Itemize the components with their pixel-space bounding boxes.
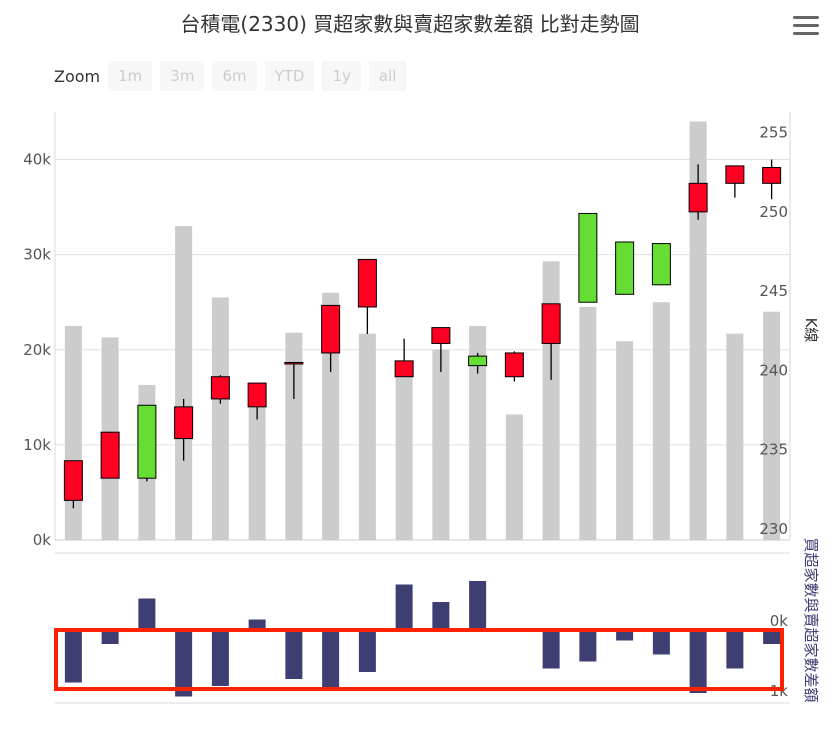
diff-bar [616, 630, 634, 641]
zoom-ytd-button[interactable]: YTD [264, 61, 315, 91]
volume-bar [175, 226, 193, 540]
candle-body [762, 166, 782, 184]
lower-axis-title: 買超家數與賣超家數差額 [802, 537, 820, 702]
volume-bar [432, 349, 450, 540]
right-axis-tick-label: 235 [759, 441, 788, 459]
candle-body [63, 460, 83, 501]
diff-bar [101, 630, 119, 644]
grid-lines [54, 112, 791, 704]
diff-bar [469, 581, 487, 630]
volume-bar [505, 414, 523, 540]
volume-bar [322, 292, 340, 540]
candlesticks [63, 159, 782, 509]
diff-bar [652, 630, 670, 655]
lower-axis-tick-label: 0k [770, 612, 789, 630]
volume-bar [579, 306, 597, 540]
volume-bar [211, 297, 229, 540]
left-axis-tick-label: 0k [33, 531, 52, 549]
volume-bar [689, 121, 707, 540]
zoom-1m-button[interactable]: 1m [108, 61, 153, 91]
candle-body [247, 382, 267, 408]
candle-body [321, 304, 341, 354]
volume-bars [64, 121, 781, 540]
left-axis-tick-label: 40k [23, 151, 51, 169]
candle-body [100, 431, 120, 479]
volume-bar [726, 333, 744, 540]
candle-body [541, 303, 561, 344]
candle-body [651, 243, 671, 286]
zoom-label: Zoom [54, 66, 101, 86]
candle-body [431, 327, 451, 344]
volume-bar [285, 332, 303, 540]
diff-bars [64, 581, 781, 697]
diff-bar [726, 630, 744, 669]
candle-body [210, 376, 230, 400]
candle-body [504, 352, 524, 378]
candle-body [615, 241, 635, 295]
zoom-6m-button[interactable]: 6m [212, 61, 257, 91]
right-axis-tick-label: 245 [759, 282, 788, 300]
diff-bar [432, 602, 450, 630]
volume-bar [469, 326, 487, 540]
right-axis-tick-label: 255 [759, 124, 788, 142]
candle-body [688, 182, 708, 213]
diff-bar [248, 619, 266, 630]
candle-body [357, 258, 377, 308]
zoom-bar: Zoom 1m 3m 6m YTD 1y all [54, 60, 414, 92]
zoom-3m-button[interactable]: 3m [160, 61, 205, 91]
volume-bar [395, 371, 413, 540]
volume-bar [248, 402, 266, 540]
chart-title: 台積電(2330) 買超家數與賣超家數差額 比對走勢圖 [180, 12, 640, 36]
diff-bar [579, 630, 597, 662]
diff-bar [285, 630, 303, 679]
right-axis-tick-label: 240 [759, 361, 788, 379]
diff-bar [64, 630, 82, 683]
diff-bar [322, 630, 340, 690]
left-axis-tick-label: 20k [23, 341, 51, 359]
right-axis-title: K線 [802, 318, 820, 343]
diff-bar [689, 630, 707, 693]
volume-bar [542, 261, 560, 540]
zoom-1y-button[interactable]: 1y [322, 61, 361, 91]
volume-bar [358, 333, 376, 540]
left-axis-tick-label: 30k [23, 246, 51, 264]
diff-bar [358, 630, 376, 672]
right-axis-tick-label: 230 [759, 520, 788, 538]
diff-bar [175, 630, 193, 697]
candle-body [394, 360, 414, 378]
candle-body [137, 404, 157, 479]
candle-body [725, 165, 745, 184]
diff-bar [211, 630, 229, 686]
diff-bar [138, 598, 156, 630]
volume-bar [763, 311, 781, 540]
hamburger-menu-icon[interactable] [793, 16, 819, 38]
right-axis-tick-label: 250 [759, 203, 788, 221]
diff-bar [763, 630, 781, 644]
volume-bar [652, 302, 670, 540]
candle-body [578, 212, 598, 303]
zoom-all-button[interactable]: all [368, 61, 407, 91]
left-axis-tick-label: 10k [23, 436, 51, 454]
diff-bar [395, 584, 413, 630]
candle-body [468, 355, 488, 367]
volume-bar [616, 341, 634, 540]
candle-body [284, 361, 304, 365]
candle-body [174, 406, 194, 440]
diff-bar [542, 630, 560, 669]
highlight-box [54, 628, 784, 691]
